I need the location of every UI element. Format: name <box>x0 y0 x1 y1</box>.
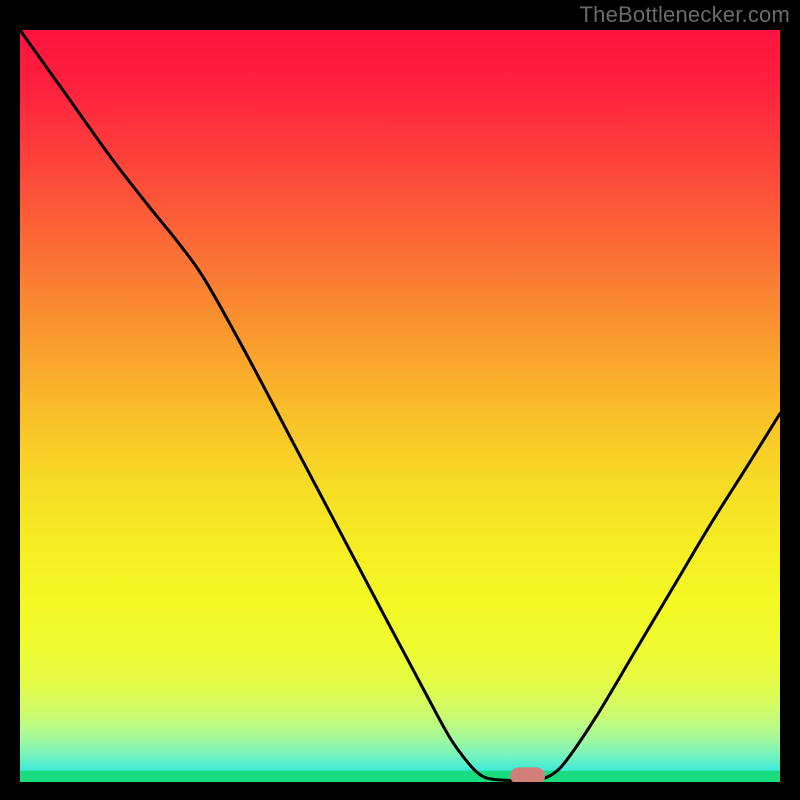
gradient-background <box>20 30 780 782</box>
bottom-green-band <box>20 771 780 782</box>
optimum-marker <box>510 767 545 784</box>
bottleneck-chart <box>0 0 800 800</box>
chart-stage: TheBottlenecker.com <box>0 0 800 800</box>
watermark-text: TheBottlenecker.com <box>580 2 790 28</box>
